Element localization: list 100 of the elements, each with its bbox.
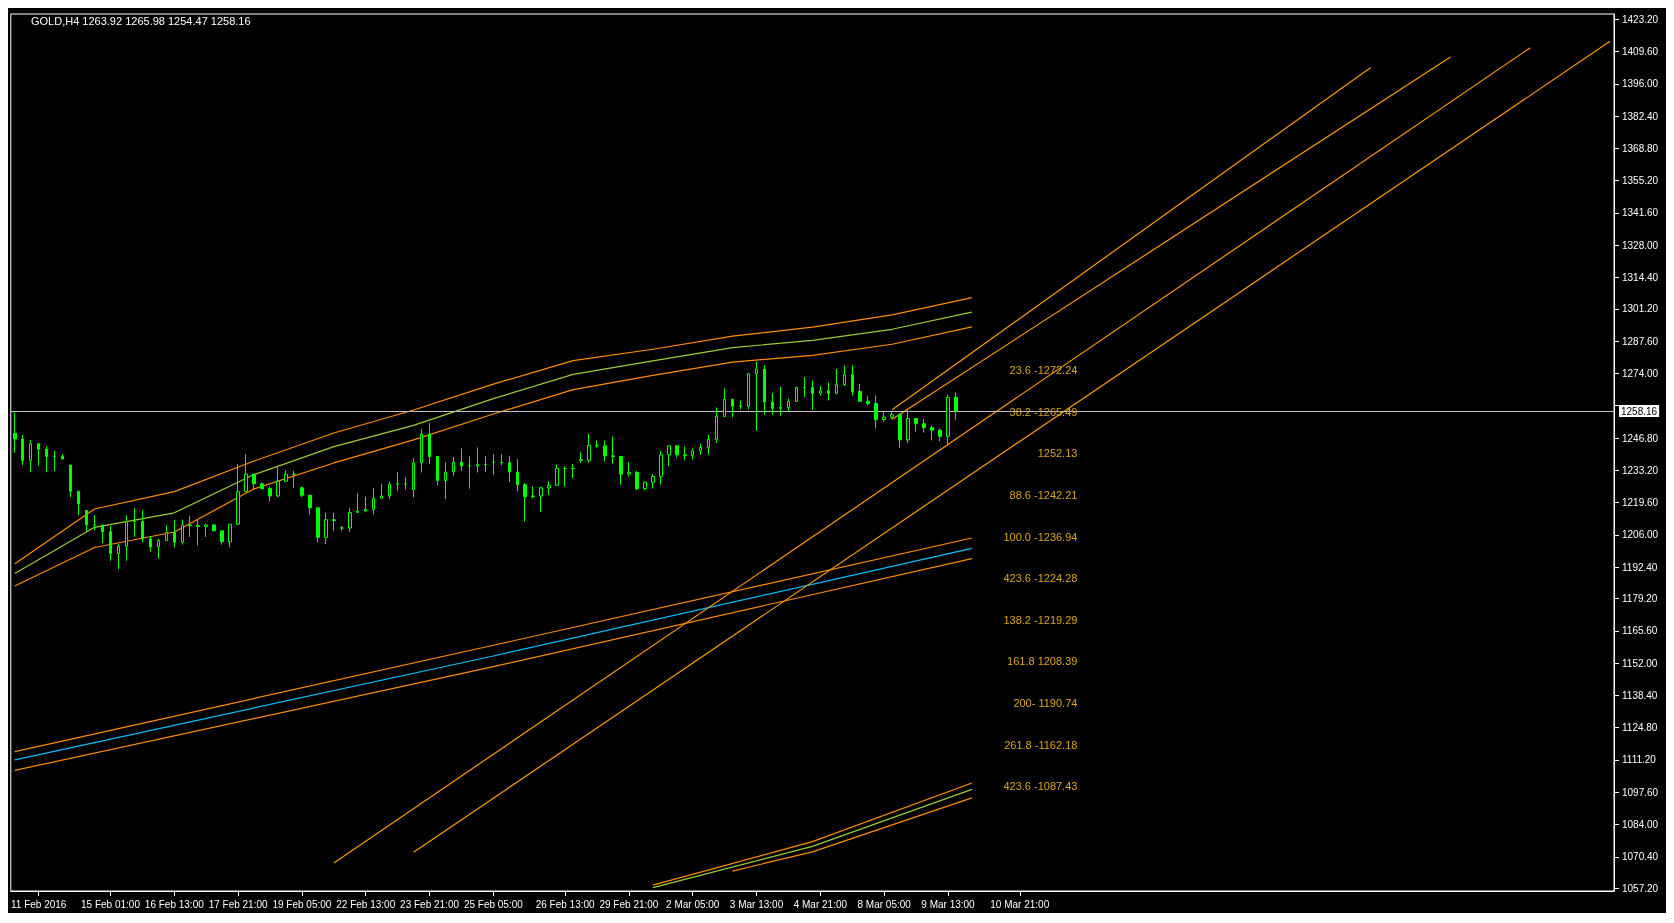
candlestick (587, 433, 591, 464)
candlestick (851, 364, 854, 397)
candlestick (53, 450, 56, 472)
candlestick (516, 458, 519, 492)
y-tick-label: 1246.80 (1622, 432, 1659, 444)
x-tick-label: 26 Feb 13:00 (535, 898, 596, 910)
candlestick (563, 465, 567, 488)
candlestick (930, 424, 934, 441)
x-tick-label: 10 Mar 21:00 (990, 898, 1050, 910)
candlestick (643, 480, 647, 491)
candlestick (699, 443, 702, 456)
annotation: 138.2 -1219.29 (1003, 613, 1078, 626)
annotation: 261.8 -1162.18 (1004, 738, 1078, 751)
candlestick (755, 360, 758, 432)
candlestick (763, 364, 766, 416)
candlestick (212, 523, 216, 532)
annotation: 161.8 1208.39 (1007, 655, 1078, 668)
candlestick (843, 364, 846, 387)
y-tick-label: 1192.40 (1622, 561, 1658, 573)
candlestick (946, 394, 950, 446)
y-tick-label: 1341.60 (1622, 207, 1659, 219)
annotation: 100.0 -1236.94 (1003, 530, 1078, 543)
candlestick (803, 376, 806, 398)
candlestick (157, 538, 160, 560)
candlestick (914, 418, 918, 433)
x-tick-label: 29 Feb 21:00 (599, 898, 659, 910)
annotation: 1252.13 (1037, 447, 1078, 460)
annotation: 200- 1190.74 (1013, 697, 1078, 710)
candlestick (324, 512, 328, 545)
candlestick (468, 456, 471, 490)
candlestick (300, 485, 304, 498)
candlestick (603, 439, 607, 462)
candlestick (196, 518, 200, 546)
y-tick-label: 1057.20 (1622, 882, 1659, 894)
candlestick (93, 514, 96, 531)
candlestick (771, 392, 774, 416)
candlestick (635, 470, 639, 491)
y-tick-label: 1301.20 (1622, 303, 1659, 315)
candlestick (492, 453, 495, 476)
y-tick-label: 1382.40 (1622, 110, 1659, 122)
x-tick-label: 23 Feb 21:00 (400, 898, 460, 910)
candlestick (388, 480, 391, 500)
candlestick (890, 411, 894, 420)
y-tick-label: 1179.20 (1622, 593, 1658, 605)
candlestick (428, 422, 431, 465)
candlestick (579, 451, 583, 464)
candlestick (659, 450, 663, 486)
candlestick (412, 457, 415, 498)
y-tick-label: 1084.00 (1622, 819, 1659, 831)
x-tick-label: 16 Feb 13:00 (144, 898, 205, 910)
annotation: 423.6 -1224.28 (1003, 572, 1078, 585)
y-tick-label: 1138.40 (1622, 689, 1658, 701)
candlestick (204, 523, 208, 538)
candlestick (364, 496, 367, 513)
candlestick (125, 514, 128, 562)
y-tick-label: 1111.20 (1622, 754, 1657, 766)
candlestick (69, 464, 72, 498)
candlestick (619, 456, 623, 486)
candlestick (874, 395, 878, 429)
candlestick (811, 380, 814, 411)
candlestick (675, 445, 679, 458)
candlestick (228, 523, 232, 548)
candlestick (938, 428, 942, 442)
candlestick (795, 386, 798, 403)
y-tick-label: 1233.20 (1622, 464, 1659, 476)
y-tick-label: 1097.60 (1622, 786, 1659, 798)
x-tick-label: 11 Feb 2016 (10, 898, 67, 910)
candlestick (173, 519, 176, 548)
candlestick (436, 456, 439, 486)
y-tick-label: 1423.20 (1622, 13, 1659, 25)
y-tick-label: 1287.60 (1622, 335, 1659, 347)
candlestick (21, 434, 24, 466)
candlestick (141, 509, 144, 543)
candlestick (707, 434, 710, 456)
candlestick (898, 413, 902, 449)
candlestick (508, 455, 511, 483)
candlestick (906, 409, 910, 444)
annotation: 88.6 -1242.21 (1009, 488, 1078, 501)
candlestick (787, 398, 790, 413)
candlestick (220, 529, 224, 546)
candlestick (181, 519, 184, 546)
candlestick (260, 481, 264, 490)
candlestick (37, 443, 40, 467)
candlestick (133, 507, 136, 538)
candlestick (85, 509, 88, 532)
candlestick (476, 447, 479, 473)
candlestick (372, 487, 375, 515)
candlestick (117, 543, 120, 570)
candlestick (380, 483, 383, 500)
candlestick (268, 485, 272, 502)
x-tick-label: 15 Feb 01:00 (81, 898, 141, 910)
y-tick-label: 1368.80 (1622, 142, 1659, 154)
x-tick-label: 25 Feb 05:00 (463, 898, 524, 910)
candlestick (779, 386, 782, 417)
y-tick-label: 1396.00 (1622, 78, 1659, 90)
x-tick-label: 19 Feb 05:00 (272, 898, 332, 910)
candlestick (188, 515, 192, 538)
candlestick (531, 485, 535, 499)
candlestick (819, 385, 822, 397)
ref-line-label: 1258.16 (1621, 405, 1658, 417)
